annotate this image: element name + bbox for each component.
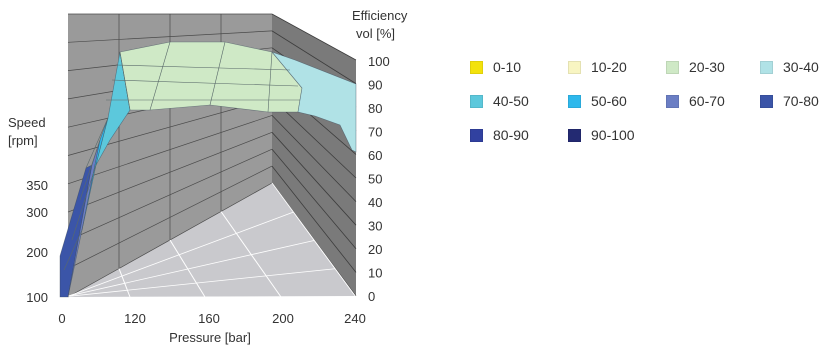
- legend-label: 50-60: [591, 93, 627, 109]
- legend-label: 60-70: [689, 93, 725, 109]
- legend-label: 30-40: [783, 59, 819, 75]
- surface-mesh-line: [71, 164, 97, 241]
- legend-label: 0-10: [493, 59, 522, 75]
- y-tick-label: 200: [26, 245, 48, 260]
- surface-mesh-line: [111, 79, 299, 87]
- x-tick-label: 200: [272, 311, 294, 326]
- z-tick-label: 90: [368, 78, 382, 93]
- y-axis-title-line2: [rpm]: [8, 133, 38, 148]
- y-axis-ticks: 100 200 300 350: [26, 178, 48, 305]
- floor-gridline: [118, 268, 131, 298]
- z-tick-label: 40: [368, 195, 382, 210]
- z-tick-label: 80: [368, 101, 382, 116]
- floor-gridline: [220, 211, 282, 298]
- floor: [60, 183, 356, 297]
- z-axis-ticks: 0 10 20 30 40 50 60 70 80 90 100: [368, 54, 390, 304]
- floor-gridline: [271, 182, 357, 298]
- x-axis-ticks: 0 120 160 200 240: [58, 311, 365, 326]
- z-tick-label: 0: [368, 289, 375, 304]
- legend-item: 90-100: [568, 126, 635, 144]
- z-tick-label: 50: [368, 172, 382, 187]
- right-wall-gridline: [271, 148, 357, 250]
- z-tick-label: 70: [368, 125, 382, 140]
- legend-label: 20-30: [689, 59, 725, 75]
- x-tick-label: 160: [198, 311, 220, 326]
- legend-swatch: [666, 94, 679, 108]
- floor-gridline: [65, 211, 294, 298]
- y-tick-label: 100: [26, 290, 48, 305]
- legend-label: 70-80: [783, 93, 819, 109]
- efficiency-surface: [59, 41, 357, 298]
- legend-swatch: [666, 60, 679, 74]
- floor-gridline: [61, 268, 336, 298]
- right-wall-gridline: [271, 132, 357, 226]
- legend-swatch: [568, 128, 581, 142]
- legend-label: 80-90: [493, 127, 529, 143]
- legend-swatch: [470, 94, 483, 108]
- y-tick-label: 350: [26, 178, 48, 193]
- z-tick-label: 30: [368, 219, 382, 234]
- surface-mesh-line: [119, 51, 131, 111]
- legend-item: 80-90: [470, 126, 529, 144]
- x-tick-label: 120: [124, 311, 146, 326]
- z-tick-label: 100: [368, 54, 390, 69]
- legend-swatch: [760, 94, 773, 108]
- right-wall-gridline: [271, 30, 357, 84]
- surface-front-edge: [59, 164, 93, 298]
- right-wall-gridline: [271, 13, 357, 61]
- y-tick-label: 300: [26, 205, 48, 220]
- surface-mesh-line: [85, 117, 109, 169]
- legend-item: 40-50: [470, 92, 529, 110]
- right-wall-gridline: [271, 115, 357, 202]
- legend-label: 40-50: [493, 93, 529, 109]
- right-wall-gridline: [271, 165, 357, 273]
- floor-gridline: [169, 239, 206, 298]
- legend-swatch: [568, 94, 581, 108]
- z-axis-title-line1: Efficiency: [352, 8, 408, 23]
- legend-swatch: [760, 60, 773, 74]
- legend-swatch: [470, 128, 483, 142]
- surface-mesh-line: [115, 64, 291, 71]
- surface-mesh-line: [63, 229, 83, 271]
- z-tick-label: 20: [368, 242, 382, 257]
- x-axis-title: Pressure [bar]: [169, 330, 251, 345]
- grid-lines: [60, 13, 357, 298]
- floor-gridline: [63, 240, 315, 298]
- surface-mesh-line: [149, 41, 171, 111]
- y-axis-title-line1: Speed: [8, 115, 46, 130]
- legend-swatch: [568, 60, 581, 74]
- z-axis-title-line2: vol [%]: [356, 26, 395, 41]
- legend-label: 10-20: [591, 59, 627, 75]
- legend-item: 30-40: [760, 58, 819, 76]
- legend-item: 60-70: [666, 92, 725, 110]
- legend-item: 0-10: [470, 58, 521, 76]
- legend-item: 10-20: [568, 58, 627, 76]
- legend-item: 20-30: [666, 58, 725, 76]
- legend-item: 50-60: [568, 92, 627, 110]
- surface-mesh-line: [267, 51, 273, 113]
- z-tick-label: 10: [368, 266, 382, 281]
- legend-swatch: [470, 60, 483, 74]
- legend-item: 70-80: [760, 92, 819, 110]
- legend-label: 90-100: [591, 127, 635, 143]
- x-tick-label: 240: [344, 311, 366, 326]
- x-tick-label: 0: [58, 311, 65, 326]
- z-tick-label: 60: [368, 148, 382, 163]
- surface-mesh: [63, 41, 300, 271]
- surface-mesh-line: [209, 41, 226, 106]
- surface-mesh-line: [79, 139, 101, 201]
